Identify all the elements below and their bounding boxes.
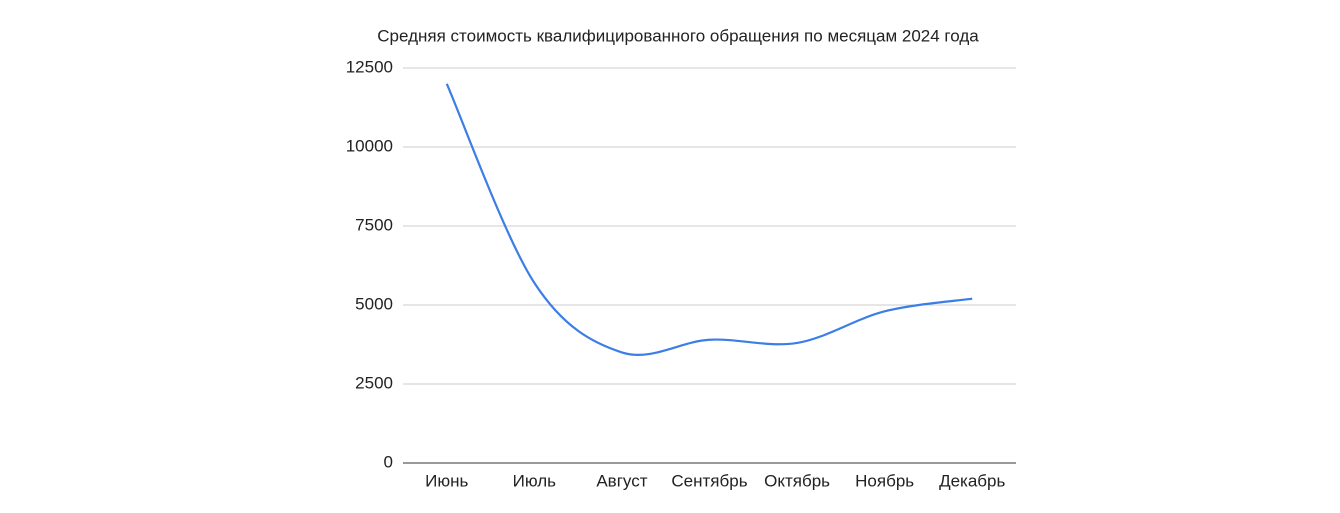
x-tick-label: Октябрь: [764, 471, 830, 490]
x-tick-label: Август: [596, 471, 647, 490]
y-tick-label: 7500: [355, 215, 393, 234]
x-tick-label: Декабрь: [939, 471, 1005, 490]
y-tick-label: 0: [384, 452, 393, 471]
chart-title: Средняя стоимость квалифицированного обр…: [377, 26, 979, 45]
x-tick-label: Ноябрь: [855, 471, 914, 490]
x-tick-label: Июль: [513, 471, 557, 490]
line-series: [445, 83, 973, 356]
x-tick-label: Сентябрь: [671, 471, 747, 490]
y-tick-label: 12500: [346, 57, 393, 76]
y-tick-label: 10000: [346, 136, 393, 155]
y-tick-label: 5000: [355, 294, 393, 313]
y-tick-label: 2500: [355, 373, 393, 392]
x-tick-label: Июнь: [425, 471, 468, 490]
